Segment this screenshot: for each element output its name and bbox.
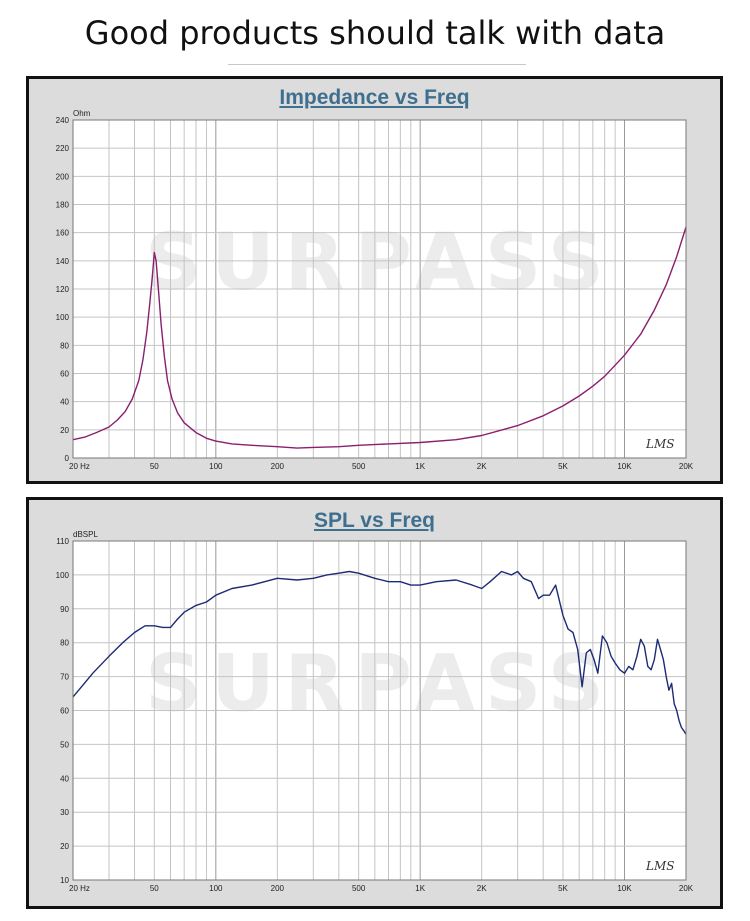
impedance-x-tick-label: 2K [477,462,487,471]
spl-x-tick-label: 1K [415,884,425,893]
impedance-y-tick-label: 200 [56,172,70,181]
spl-y-tick-label: 70 [60,673,69,682]
spl-y-tick-label: 10 [60,876,69,885]
impedance-lms-logo: LMS [645,437,674,451]
impedance-y-tick-label: 160 [56,229,70,238]
impedance-x-tick-label: 20K [679,462,694,471]
impedance-y-tick-label: 20 [60,426,69,435]
spl-plot-border [72,540,687,881]
spl-x-tick-label: 20K [679,884,694,893]
impedance-y-tick-label: 0 [65,454,70,463]
impedance-x-tick-label: 50 [150,462,159,471]
impedance-y-tick-label: 80 [60,341,69,350]
impedance-panel: Impedance vs Freq SURPASS 0 20 40 60 80 100 120… [26,76,723,484]
spl-x-tick-label: 10K [617,884,632,893]
spl-y-tick-label: 20 [60,842,69,851]
impedance-chart-title: Impedance vs Freq [279,86,470,109]
impedance-x-tick-label: 100 [209,462,223,471]
spl-x-tick-label: 200 [271,884,285,893]
spl-y-tick-label: 90 [60,605,69,614]
impedance-x-tick-label: 10K [617,462,632,471]
spl-x-tick-label: 500 [352,884,366,893]
impedance-series-line [72,226,687,449]
impedance-y-tick-label: 100 [56,313,70,322]
spl-y-tick-label: 110 [56,537,69,546]
spl-y-tick-label: 30 [60,808,69,817]
spl-lms-logo: LMS [645,859,674,873]
impedance-y-tick-label: 120 [56,285,70,294]
spl-x-tick-label: 100 [209,884,223,893]
spl-x-tick-label: 20 Hz [69,884,90,893]
spl-x-tick-label: 5K [558,884,568,893]
impedance-y-tick-label: 220 [56,144,70,153]
spl-y-tick-label: 60 [60,707,69,716]
spl-y-tick-label: 80 [60,639,69,648]
impedance-plot-border [72,119,687,459]
impedance-y-tick-label: 140 [56,257,70,266]
spl-x-tick-label: 50 [150,884,159,893]
headline-rule [228,64,526,65]
spl-y-tick-label: 50 [60,740,69,749]
page-headline: Good products should talk with data [84,14,666,52]
spl-chart-title: SPL vs Freq [314,509,435,532]
impedance-x-tick-label: 20 Hz [69,462,90,471]
spl-y-tick-label: 40 [60,774,69,783]
impedance-y-tick-label: 60 [60,370,69,379]
impedance-x-tick-label: 5K [558,462,568,471]
impedance-unit-label: Ohm [73,109,91,118]
impedance-chart: SURPASS020406080100120140160180200220240… [56,109,694,471]
impedance-y-tick-label: 40 [60,398,69,407]
spl-unit-label: dBSPL [73,530,98,539]
impedance-x-tick-label: 1K [415,462,425,471]
impedance-y-tick-label: 180 [56,201,70,210]
impedance-x-tick-label: 200 [271,462,285,471]
spl-panel: SPL vs Freq SURPASS 10 20 30 40 50 60 70 80 90 100… [26,497,723,909]
spl-series-line [72,570,687,735]
impedance-x-tick-label: 500 [352,462,366,471]
spl-x-tick-label: 2K [477,884,487,893]
impedance-y-tick-label: 240 [56,116,70,125]
spl-y-tick-label: 100 [56,571,70,580]
